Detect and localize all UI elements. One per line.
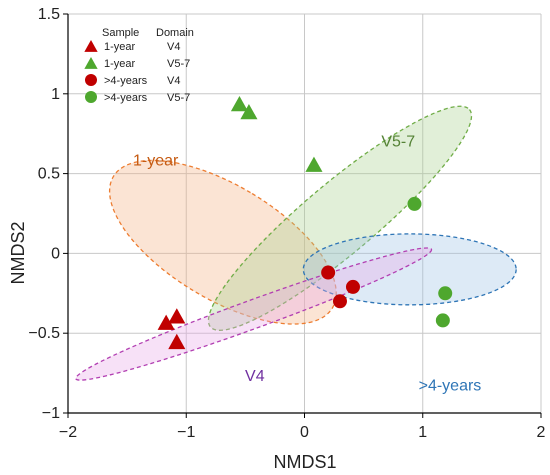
legend-sample-label: 1-year — [104, 41, 136, 53]
axes-layer: −2 −1 0 1 2 −1 −0.5 0 0.5 1 1.5 — [28, 6, 545, 441]
data-point-triangle — [157, 314, 175, 330]
data-point-circle — [435, 313, 450, 328]
y-tick-label: 1 — [51, 86, 60, 103]
legend-sample-label: >4-years — [104, 75, 148, 87]
ellipse-label: 1-year — [133, 153, 179, 170]
legend-marker-triangle — [84, 40, 98, 52]
data-point-circle — [407, 196, 422, 211]
x-tick-label: 2 — [537, 424, 546, 441]
data-point-triangle — [305, 156, 323, 172]
data-point-circle — [345, 279, 360, 294]
ellipse-label: >4-years — [419, 378, 482, 395]
x-tick-label: 0 — [300, 424, 309, 441]
data-point-triangle — [168, 333, 186, 350]
legend-marker-circle — [85, 74, 97, 86]
x-tick-label: −2 — [59, 424, 77, 441]
ellipse-label: V5-7 — [381, 133, 415, 150]
ellipse-v4 — [75, 247, 433, 381]
x-axis-title: NMDS1 — [273, 452, 336, 472]
legend-domain-label: V5-7 — [167, 92, 190, 104]
legend-header-sample: Sample — [102, 27, 139, 39]
legend-marker-circle — [85, 91, 97, 103]
y-tick-label: 1.5 — [38, 6, 60, 23]
x-tick-label: −1 — [177, 424, 195, 441]
data-point-circle — [332, 294, 347, 309]
y-tick-label: −0.5 — [28, 325, 60, 342]
legend-domain-label: V4 — [167, 41, 180, 53]
data-point-triangle — [240, 103, 258, 120]
ellipse-1year — [108, 159, 337, 325]
y-tick-label: −1 — [42, 405, 60, 422]
legend-sample-label: 1-year — [104, 58, 136, 70]
data-point-triangle — [168, 308, 186, 324]
legend: Sample Domain 1-year V4 1-year V5-7 >4-years… — [84, 27, 194, 104]
legend-sample-label: >4-years — [104, 92, 148, 104]
y-axis-title: NMDS2 — [8, 221, 28, 284]
data-point-circle — [438, 286, 453, 301]
x-tick-label: 1 — [418, 424, 427, 441]
ellipse-v57 — [207, 105, 473, 331]
legend-marker-triangle — [84, 57, 98, 69]
legend-header-domain: Domain — [156, 27, 194, 39]
points-layer — [157, 95, 453, 350]
y-tick-label: 0.5 — [38, 166, 60, 183]
data-point-circle — [321, 265, 336, 280]
legend-domain-label: V5-7 — [167, 58, 190, 70]
data-point-triangle — [230, 95, 249, 112]
y-tick-label: 0 — [51, 245, 60, 262]
legend-domain-label: V4 — [167, 75, 180, 87]
ellipse-layer: 1-year V5-7 >4-years V4 — [75, 105, 517, 395]
ellipse-label: V4 — [245, 368, 265, 385]
